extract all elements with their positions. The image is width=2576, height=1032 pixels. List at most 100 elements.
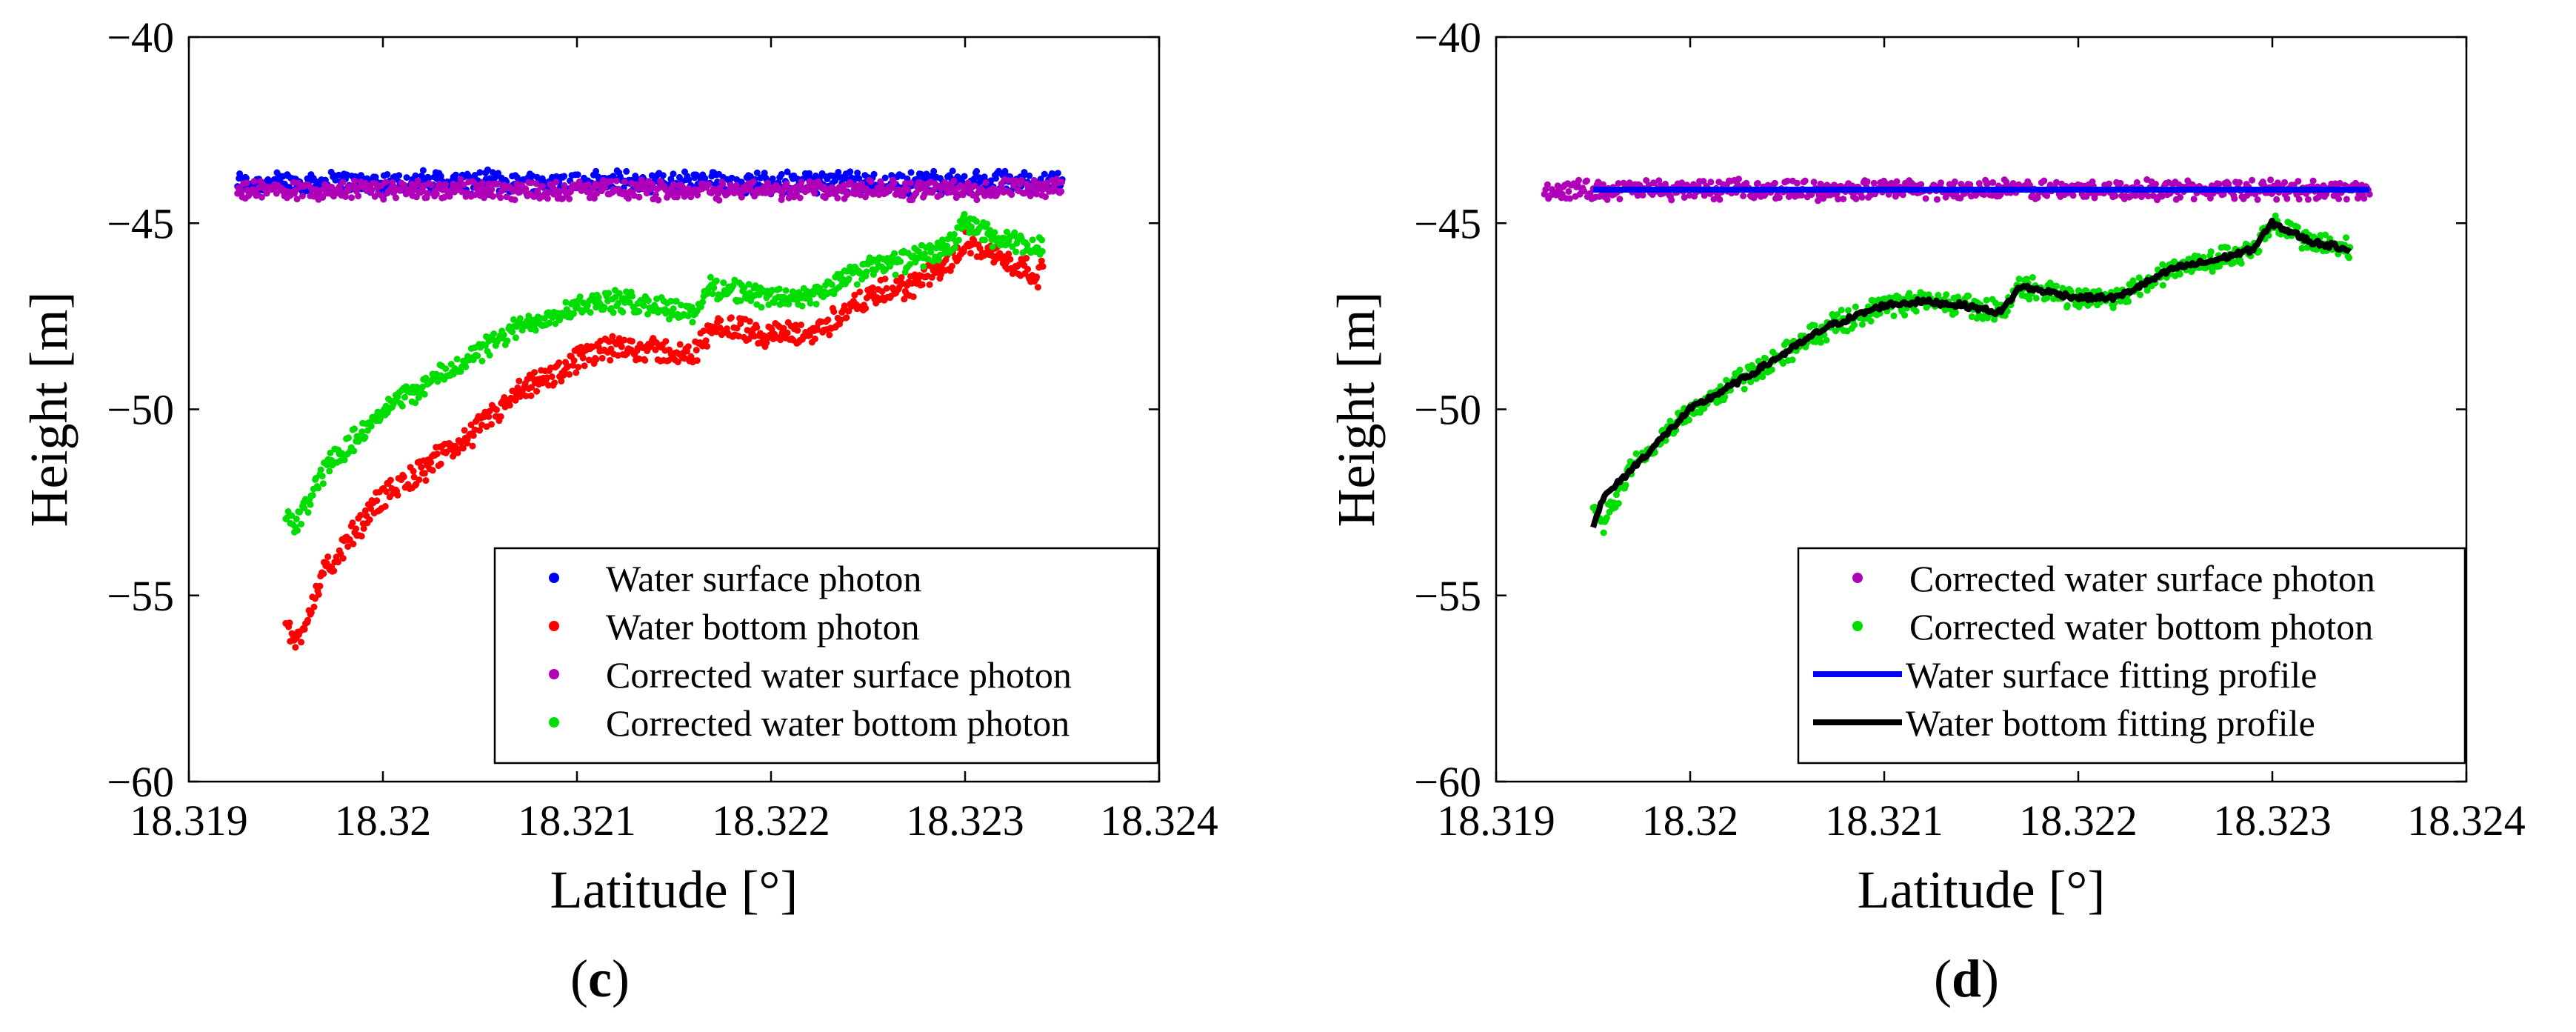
data-point — [570, 310, 577, 317]
data-point — [678, 302, 685, 309]
data-point — [1707, 179, 1715, 186]
data-point — [1798, 192, 1805, 199]
data-point — [403, 174, 410, 182]
data-point — [555, 359, 563, 367]
data-point — [301, 625, 308, 633]
data-point — [317, 466, 324, 473]
data-point — [984, 220, 991, 227]
data-point — [2132, 192, 2139, 199]
data-point — [847, 168, 854, 176]
legend-item: Corrected water surface photon — [1852, 558, 2375, 599]
data-point — [635, 193, 643, 201]
data-point — [700, 327, 707, 335]
data-point — [693, 347, 700, 354]
data-point — [2343, 234, 2350, 242]
data-point — [790, 288, 796, 296]
data-point — [442, 365, 450, 373]
data-point — [548, 373, 555, 380]
data-point — [1026, 172, 1033, 179]
data-point — [2106, 180, 2112, 187]
data-point — [461, 427, 468, 434]
x-tick-label: 18.322 — [712, 796, 830, 845]
data-point — [881, 174, 889, 182]
data-point — [593, 356, 600, 363]
data-point — [488, 421, 495, 428]
data-point — [1755, 357, 1762, 364]
data-point — [1044, 179, 1051, 187]
data-point — [2231, 195, 2238, 202]
x-tick-label: 18.319 — [130, 796, 248, 845]
data-point — [961, 173, 968, 180]
data-point — [516, 315, 524, 322]
data-point — [324, 553, 332, 561]
data-point — [1922, 195, 1929, 202]
data-point — [684, 343, 692, 350]
series-water-bottom-photon — [282, 228, 1047, 651]
y-tick-label: −45 — [1414, 199, 1481, 247]
data-point — [750, 178, 757, 185]
data-point — [348, 194, 356, 202]
data-point — [393, 194, 399, 202]
data-point — [609, 333, 616, 340]
data-point — [506, 402, 513, 409]
panel-label-letter: c — [588, 949, 612, 1008]
y-tick-label: −60 — [1414, 758, 1481, 806]
data-point — [532, 327, 539, 334]
x-tick-label: 18.322 — [2019, 796, 2138, 845]
data-point — [2112, 192, 2119, 199]
data-point — [263, 190, 270, 197]
data-point — [897, 258, 904, 265]
data-point — [891, 250, 898, 257]
data-point — [427, 459, 435, 466]
data-point — [1735, 176, 1742, 183]
data-point — [339, 179, 347, 186]
data-point — [360, 525, 367, 532]
data-point — [1943, 291, 1950, 299]
data-point — [1951, 178, 1958, 185]
data-point — [1747, 379, 1755, 385]
data-point — [1983, 296, 1990, 304]
data-point — [1018, 176, 1025, 184]
data-point — [1003, 228, 1010, 236]
data-point — [1668, 196, 1675, 204]
data-point — [422, 374, 430, 382]
data-point — [531, 369, 538, 376]
data-point — [332, 176, 339, 184]
data-point — [462, 363, 470, 370]
data-point — [413, 193, 420, 201]
data-point — [358, 533, 365, 540]
data-point — [870, 170, 878, 178]
data-point — [2015, 276, 2023, 282]
data-point — [419, 167, 427, 174]
data-point — [715, 196, 723, 204]
data-point — [1027, 193, 1034, 199]
data-point — [296, 508, 303, 516]
data-point — [570, 362, 577, 369]
data-point — [710, 284, 718, 291]
series-corrected-water-bottom-photon — [1589, 212, 2354, 536]
data-point — [2152, 181, 2159, 187]
data-point — [1768, 366, 1775, 373]
data-point — [415, 394, 422, 402]
data-point — [1012, 248, 1019, 256]
data-point — [751, 333, 758, 340]
data-point — [1038, 236, 1046, 244]
data-point — [1870, 179, 1878, 187]
data-point — [843, 314, 850, 322]
data-point — [613, 177, 620, 184]
data-point — [730, 282, 737, 289]
data-point — [1965, 293, 1972, 299]
data-point — [964, 179, 972, 187]
data-point — [615, 290, 623, 297]
data-point — [2215, 180, 2223, 187]
data-point — [243, 179, 250, 187]
data-point — [544, 195, 551, 202]
data-point — [286, 619, 293, 627]
data-point — [2143, 287, 2151, 294]
data-point — [1024, 265, 1032, 273]
data-point — [784, 329, 791, 336]
data-point — [323, 559, 330, 567]
data-point — [892, 271, 899, 279]
panel-label-close: ) — [612, 949, 630, 1008]
data-point — [358, 428, 366, 436]
